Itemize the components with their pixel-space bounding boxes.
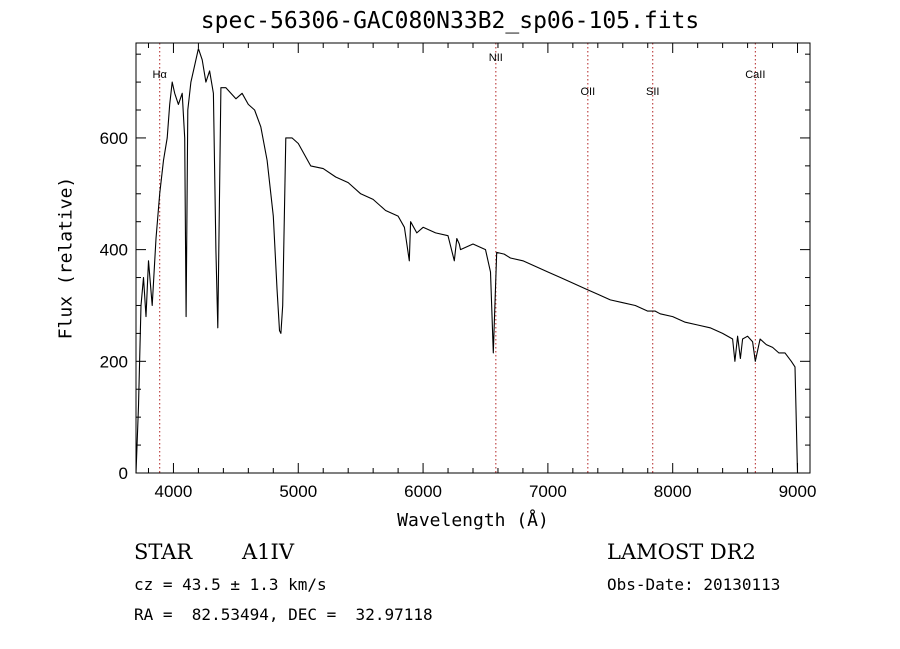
x-tick-label: 6000 [404,482,442,501]
object-subclass: A1IV [242,540,294,564]
redshift-text: cz = 43.5 ± 1.3 km/s [134,575,327,594]
y-tick-label: 0 [119,464,128,483]
y-axis-label: Flux (relative) [55,176,77,340]
line-marker-label: OII [580,86,595,98]
x-tick-label: 4000 [155,482,193,501]
line-marker-label: Hα [153,69,168,81]
x-tick-label: 7000 [529,482,567,501]
y-tick-label: 600 [100,129,128,148]
x-axis-label: Wavelength (Å) [397,510,549,531]
coordinates-text: RA = 82.53494, DEC = 32.97118 [134,605,433,624]
spectrum-series-0 [135,48,799,474]
x-tick-label: 5000 [279,482,317,501]
chart-title: spec-56306-GAC080N33B2_sp06-105.fits [200,8,700,34]
x-tick-label: 9000 [779,482,817,501]
line-marker-label: NII [489,52,503,64]
object-class: STAR [134,540,193,564]
obs-date-text: Obs-Date: 20130113 [607,575,781,594]
y-tick-label: 400 [100,241,128,260]
plot-frame [135,42,811,474]
line-marker-label: CaII [745,69,765,81]
y-tick-label: 200 [100,352,128,371]
x-tick-label: 8000 [654,482,692,501]
line-marker-label: SII [646,86,659,98]
survey-name: LAMOST DR2 [607,540,756,564]
